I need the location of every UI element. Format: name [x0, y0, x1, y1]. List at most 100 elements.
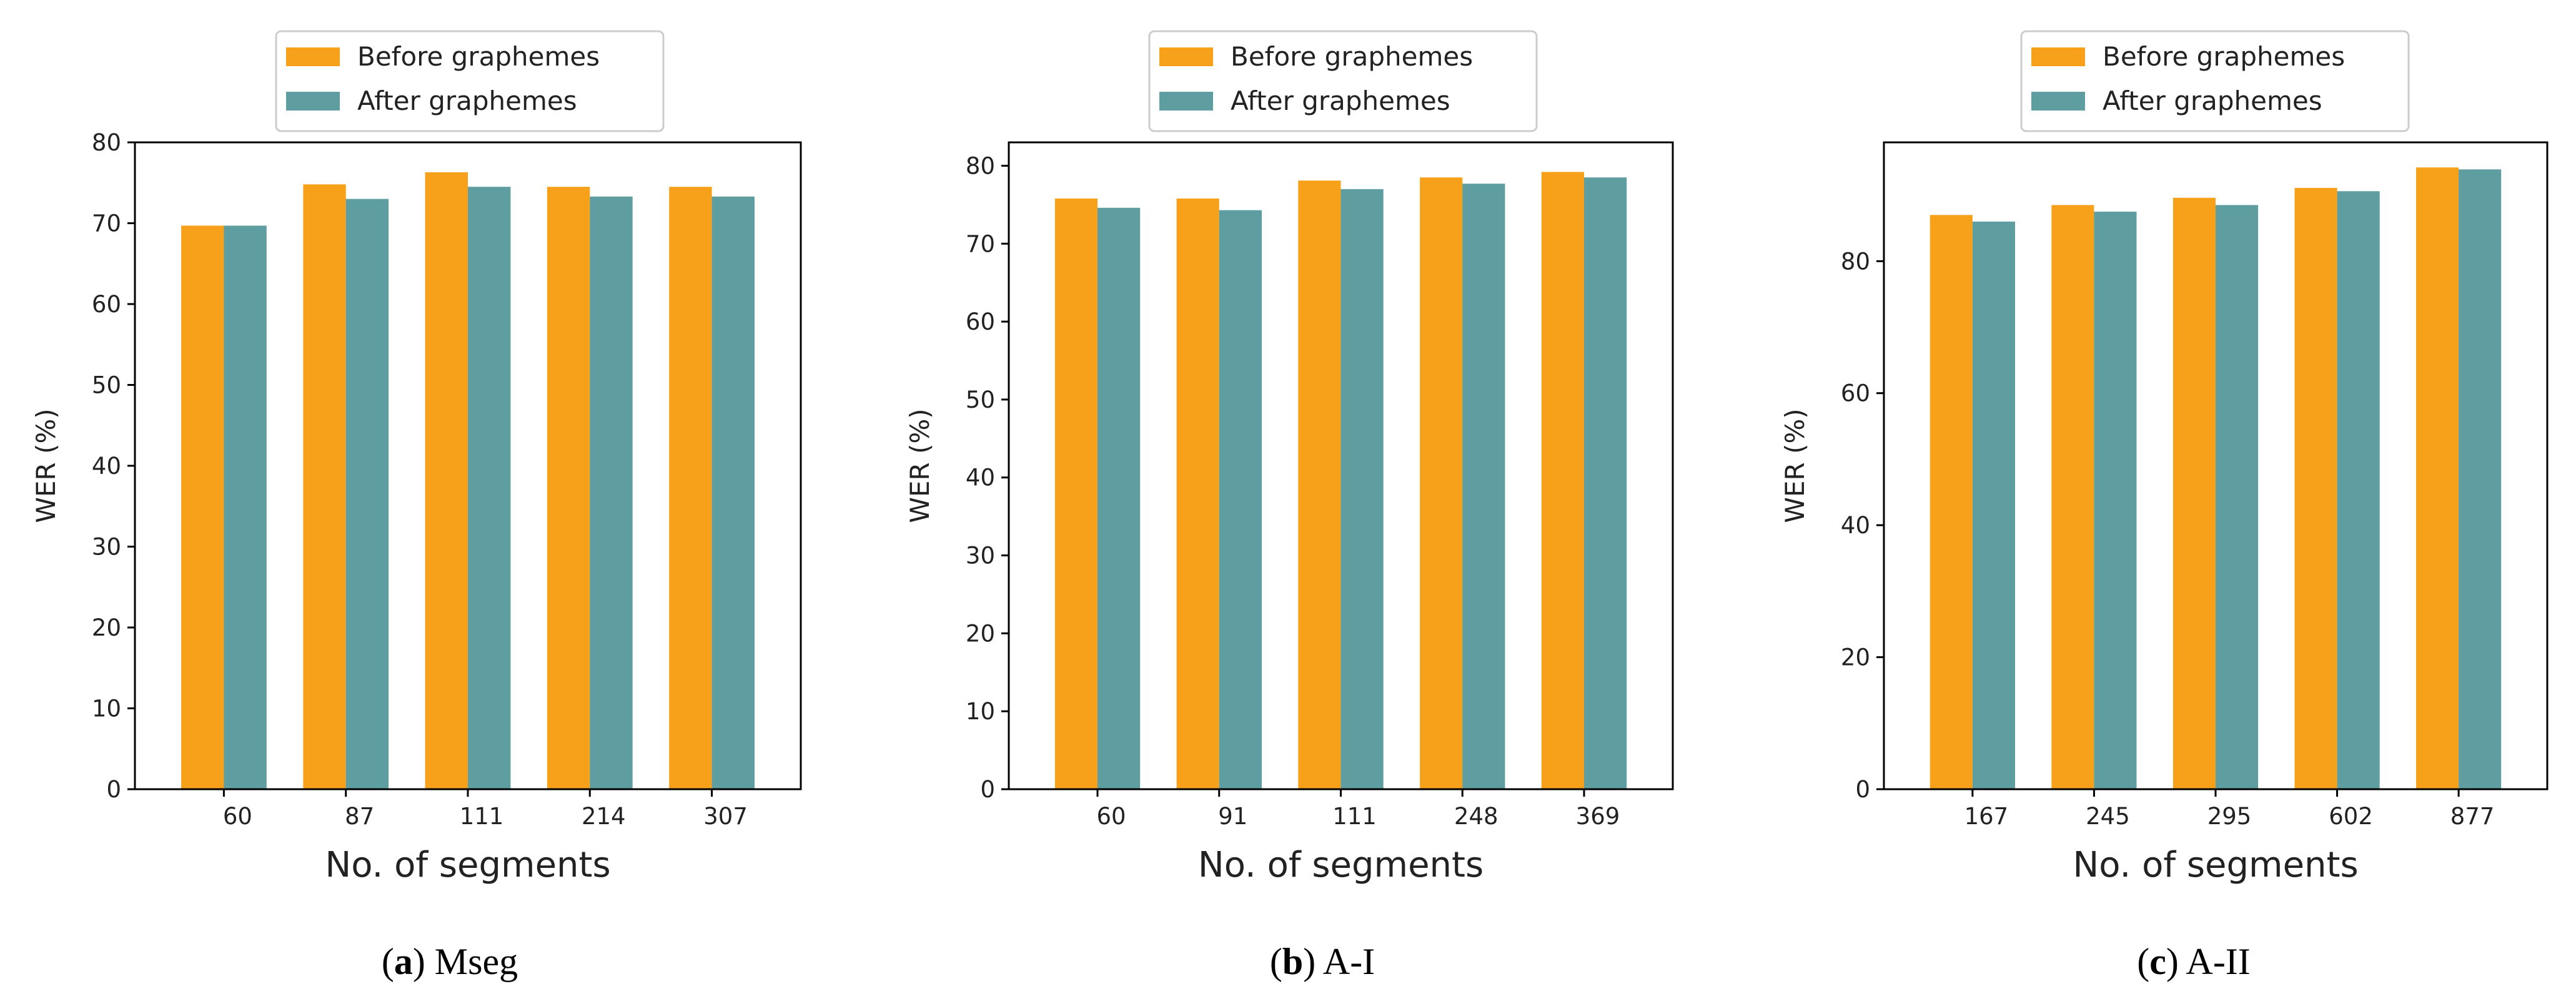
x-tick-label: 60 — [223, 803, 252, 830]
y-tick-label: 80 — [966, 152, 995, 179]
subfigure-caption: (a) Mseg — [382, 941, 518, 982]
bar-after-245 — [2094, 212, 2137, 789]
y-tick-label: 20 — [1841, 644, 1870, 671]
bar-after-167 — [1972, 221, 2015, 789]
y-tick-label: 40 — [966, 465, 995, 491]
bar-after-214 — [590, 196, 633, 789]
bar-after-91 — [1219, 210, 1262, 790]
legend-swatch-before — [1159, 47, 1213, 66]
legend-swatch-before — [2031, 47, 2085, 66]
y-tick-label: 30 — [966, 543, 995, 569]
y-tick-label: 50 — [966, 386, 995, 413]
y-tick-label: 40 — [92, 453, 121, 480]
x-tick-label: 248 — [1454, 803, 1499, 830]
y-tick-label: 20 — [92, 614, 121, 641]
subfigure-caption: (b) A-I — [1270, 941, 1375, 982]
x-axis-title: No. of segments — [1198, 845, 1484, 885]
y-tick-label: 60 — [1841, 380, 1870, 407]
y-tick-label: 20 — [966, 620, 995, 647]
y-tick-label: 0 — [1855, 776, 1870, 803]
bar-before-60 — [1054, 198, 1098, 789]
bar-before-167 — [1930, 215, 1973, 789]
chart-panel-1: 60 87 111 214 307 0 10 20 30 40 50 60 70 80 No. of seg… — [31, 30, 802, 982]
x-tick-label: 877 — [2450, 803, 2495, 830]
y-axis-title: WER (%) — [31, 408, 61, 523]
x-tick-label: 111 — [1332, 803, 1377, 830]
chart-panel-2: 60 91 111 248 369 0 10 20 30 40 50 60 70 80 No. of seg… — [904, 30, 1674, 982]
bar-after-111 — [1340, 189, 1384, 789]
y-tick-label: 70 — [92, 210, 121, 237]
x-axis-title: No. of segments — [2073, 845, 2358, 885]
plot-frame — [1008, 141, 1674, 790]
y-tick-label: 80 — [92, 129, 121, 156]
legend: Before graphemes After graphemes — [275, 30, 665, 132]
bar-before-602 — [2294, 187, 2337, 789]
legend-label-after: After graphemes — [2103, 86, 2322, 116]
bar-after-307 — [711, 196, 755, 789]
bar-before-87 — [303, 184, 346, 789]
x-tick-label: 111 — [460, 803, 504, 830]
legend-swatch-after — [1159, 92, 1213, 111]
y-axis-title: WER (%) — [1780, 408, 1810, 523]
bar-after-111 — [468, 187, 511, 789]
bar-before-877 — [2416, 167, 2459, 789]
bar-before-214 — [547, 187, 590, 789]
legend-swatch-before — [286, 47, 340, 66]
bar-before-111 — [425, 172, 468, 789]
x-tick-label: 295 — [2207, 803, 2252, 830]
x-tick-label: 369 — [1576, 803, 1620, 830]
x-tick-label: 91 — [1218, 803, 1247, 830]
bar-before-60 — [181, 225, 224, 789]
y-tick-label: 70 — [966, 230, 995, 257]
bar-after-248 — [1462, 184, 1505, 789]
y-tick-label: 10 — [92, 696, 121, 722]
plot-frame — [134, 141, 802, 790]
bar-after-602 — [2337, 191, 2380, 789]
x-tick-label: 87 — [345, 803, 374, 830]
bar-before-369 — [1541, 172, 1584, 789]
legend-label-before: Before graphemes — [2103, 41, 2345, 72]
x-tick-label: 214 — [582, 803, 626, 830]
legend-frame — [275, 30, 665, 132]
legend: Before graphemes After graphemes — [2020, 30, 2410, 132]
legend: Before graphemes After graphemes — [1148, 30, 1538, 132]
legend-label-after: After graphemes — [357, 86, 577, 116]
bar-before-245 — [2051, 205, 2094, 789]
x-tick-label: 245 — [2086, 803, 2130, 830]
y-axis-title: WER (%) — [904, 408, 935, 523]
y-tick-label: 40 — [1841, 512, 1870, 539]
x-tick-label: 307 — [703, 803, 748, 830]
bar-before-307 — [669, 187, 712, 789]
bar-after-295 — [2216, 205, 2259, 789]
bar-after-60 — [224, 225, 267, 789]
y-tick-label: 50 — [92, 372, 121, 399]
legend-frame — [1148, 30, 1538, 132]
y-tick-label: 0 — [980, 776, 995, 803]
y-tick-label: 80 — [1841, 248, 1870, 275]
y-tick-label: 60 — [92, 291, 121, 318]
bar-before-248 — [1420, 177, 1463, 789]
y-tick-label: 0 — [106, 776, 121, 803]
plot-frame — [1883, 141, 2549, 790]
bar-before-111 — [1298, 180, 1341, 789]
subfigure-caption: (c) A-II — [2137, 941, 2251, 982]
bar-after-87 — [345, 199, 389, 790]
chart-panel-3: 167 245 295 602 877 0 20 40 60 80 No. of segments W… — [1780, 30, 2549, 982]
legend-swatch-after — [286, 92, 340, 111]
legend-label-before: Before graphemes — [1231, 41, 1473, 72]
bar-before-295 — [2172, 197, 2216, 789]
y-tick-label: 30 — [92, 534, 121, 561]
bar-after-877 — [2459, 169, 2502, 789]
bar-after-60 — [1097, 207, 1141, 789]
x-axis-title: No. of segments — [325, 845, 610, 885]
y-tick-label: 60 — [966, 308, 995, 335]
legend-label-before: Before graphemes — [357, 41, 600, 72]
legend-swatch-after — [2031, 92, 2085, 111]
x-tick-label: 60 — [1096, 803, 1126, 830]
legend-label-after: After graphemes — [1231, 86, 1450, 116]
bar-after-369 — [1584, 177, 1627, 789]
x-tick-label: 167 — [1964, 803, 2009, 830]
legend-frame — [2020, 30, 2410, 132]
x-tick-label: 602 — [2329, 803, 2373, 830]
